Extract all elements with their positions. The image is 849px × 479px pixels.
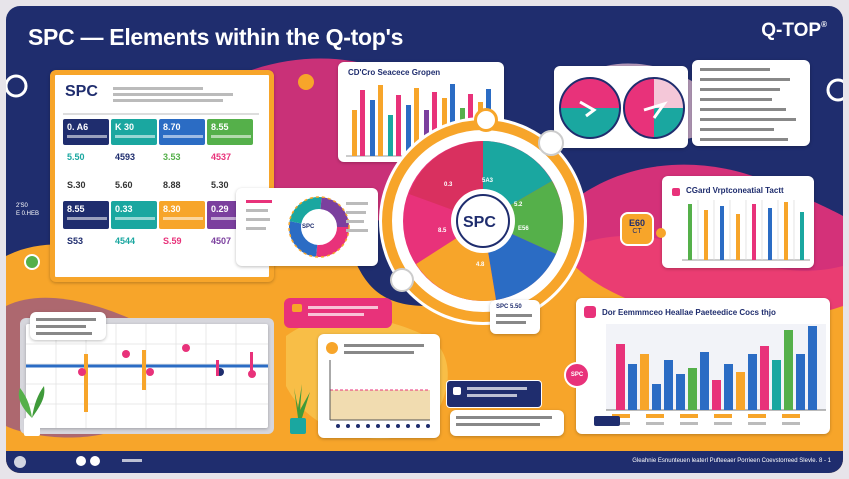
donut-card: SPC 2.59 bbox=[236, 188, 378, 266]
hub-label: 5A3 bbox=[482, 178, 494, 184]
spc-cell: 0.33 bbox=[111, 201, 157, 229]
footer-text: Gleahnie Esnunteuen leaterl Pufteeaer Po… bbox=[632, 458, 831, 464]
spc-badge: SPC bbox=[564, 362, 590, 388]
spc-cell: 8.55 bbox=[207, 119, 253, 145]
top-bar-chart-title: CD'Cro Seacece Gropen bbox=[348, 68, 441, 77]
small-donut-center: SPC bbox=[302, 224, 315, 230]
value-badge: E60 CT bbox=[620, 212, 654, 246]
donut-card-lines bbox=[246, 200, 272, 230]
footer-mark bbox=[122, 459, 142, 462]
chart-logo-icon bbox=[584, 306, 596, 318]
info-pill-icon bbox=[292, 304, 302, 312]
control-chart-callout bbox=[30, 312, 106, 340]
central-hub-chart bbox=[379, 117, 587, 325]
logo-text: Q-TOP bbox=[761, 20, 822, 41]
hub-center-label: SPC bbox=[463, 214, 496, 231]
footer-bar: Gleahnie Esnunteuen leaterl Pufteeaer Po… bbox=[6, 451, 843, 473]
note-card bbox=[450, 410, 564, 436]
arrow-icon bbox=[390, 268, 414, 292]
donut-card-lines-right bbox=[346, 202, 368, 232]
bottom-right-chart-title: Dor Eemmmceo Heallae Paeteedice Cocs thj… bbox=[602, 308, 776, 317]
page-title: SPC — Elements within the Q-top's bbox=[28, 24, 404, 50]
spc-card-caption bbox=[113, 87, 233, 102]
spc-cell: 5.50 bbox=[63, 149, 109, 175]
spc-cell: S.30 bbox=[63, 177, 109, 199]
spc-cell: 8.70 bbox=[159, 119, 205, 145]
right-bar-chart-card: CGard Vrptconeatial Tactt bbox=[662, 176, 814, 268]
spc-cell: 8.30 bbox=[159, 201, 205, 229]
logo-mark: ® bbox=[821, 20, 827, 29]
spc-cell: S53 bbox=[63, 233, 109, 267]
control-chart bbox=[26, 324, 268, 428]
gear-icon bbox=[538, 130, 564, 156]
footer-dot-icon bbox=[90, 456, 100, 466]
plant-icon bbox=[18, 386, 45, 436]
area-chart bbox=[329, 360, 430, 428]
hub-label: 8.5 bbox=[438, 228, 447, 234]
right-bar-chart-title: CGard Vrptconeatial Tactt bbox=[686, 186, 784, 195]
spc-cell: 5.60 bbox=[111, 177, 157, 199]
side-note: 2'S0 E 0.HEB bbox=[16, 203, 40, 217]
q-top-logo: Q-TOP® bbox=[761, 20, 827, 42]
area-chart-icon bbox=[326, 342, 338, 354]
dark-info-card bbox=[446, 380, 542, 408]
small-donut-value: 2.59 bbox=[320, 224, 332, 230]
hub-label: 5.2 bbox=[514, 202, 523, 208]
spc-cell: 3.53 bbox=[159, 149, 205, 175]
info-pill bbox=[284, 298, 392, 328]
poster-frame: SPC — Elements within the Q-top's Q-TOP®… bbox=[6, 6, 843, 473]
target-icon bbox=[474, 108, 498, 132]
spc-cell: 4537 bbox=[207, 149, 253, 175]
info-list-card bbox=[692, 60, 810, 146]
bottom-right-bar-chart bbox=[606, 324, 826, 425]
plant-icon bbox=[290, 384, 310, 434]
area-chart-card bbox=[318, 334, 440, 438]
spc-cell: K 30 bbox=[111, 119, 157, 145]
spc-cell: 8.55 bbox=[63, 201, 109, 229]
pie-charts-card bbox=[554, 66, 688, 148]
callout-value: SPC 5.50 bbox=[496, 304, 522, 310]
control-chart-screen bbox=[26, 324, 268, 428]
hub-label: 4.8 bbox=[476, 262, 485, 268]
pie-charts bbox=[559, 77, 685, 139]
spc-cell: 4593 bbox=[111, 149, 157, 175]
small-donut-chart bbox=[288, 196, 350, 258]
footer-dot-icon bbox=[76, 456, 86, 466]
spc-cell: 0. A6 bbox=[63, 119, 109, 145]
spc-card-title: SPC bbox=[65, 83, 98, 100]
info-list-lines bbox=[700, 68, 796, 141]
hub-label: 0.3 bbox=[444, 182, 453, 188]
bottom-right-chart-card: Dor Eemmmceo Heallae Paeteedice Cocs thj… bbox=[576, 298, 830, 434]
hub-label: E56 bbox=[518, 226, 529, 232]
spc-cell: 8.88 bbox=[159, 177, 205, 199]
chart-badge-icon bbox=[672, 188, 680, 196]
spc-cell: S.59 bbox=[159, 233, 205, 267]
orange-dot-icon bbox=[656, 228, 666, 238]
lock-icon bbox=[453, 387, 461, 395]
green-dot-icon bbox=[24, 254, 40, 270]
right-bar-chart bbox=[682, 200, 810, 261]
legend-swatch bbox=[594, 416, 620, 426]
spc-cell: 4544 bbox=[111, 233, 157, 267]
value-callout: SPC 5.50 bbox=[490, 300, 540, 334]
footer-dot-icon bbox=[14, 456, 26, 468]
spc-divider bbox=[63, 113, 259, 115]
